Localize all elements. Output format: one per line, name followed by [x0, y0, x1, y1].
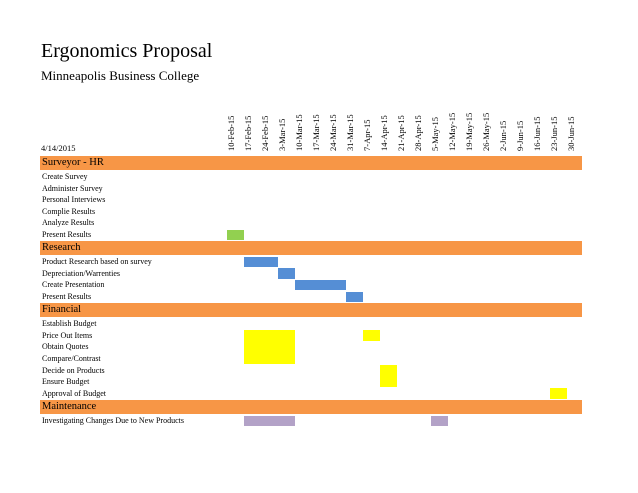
- section-header: Financial: [40, 303, 582, 318]
- task-bar: [550, 388, 567, 399]
- task-bar: [431, 415, 448, 427]
- task-label: Obtain Quotes: [42, 342, 89, 352]
- task-label: Price Out Items: [42, 330, 93, 340]
- task-bar: [295, 279, 346, 291]
- page-title: Ergonomics Proposal: [41, 40, 213, 62]
- task-label: Personal Interviews: [42, 195, 106, 205]
- task-bar: [363, 330, 380, 341]
- task-bar: [244, 330, 295, 365]
- task-label: Ensure Budget: [42, 377, 90, 387]
- section-header: Surveyor - HR: [40, 156, 582, 170]
- task-label: Establish Budget: [42, 319, 97, 329]
- task-bar: [227, 229, 244, 241]
- task-bar: [346, 291, 363, 303]
- task-bar: [278, 268, 295, 279]
- task-label: Create Presentation: [42, 280, 105, 290]
- task-label: Product Research based on survey: [42, 257, 152, 267]
- section-header: Maintenance: [40, 400, 582, 414]
- task-label: Analyze Results: [42, 218, 95, 228]
- task-label: Compare/Contrast: [42, 354, 101, 363]
- task-label: Present Results: [42, 230, 92, 239]
- task-bar: [244, 415, 295, 427]
- task-bar: [244, 256, 278, 268]
- task-bar: [380, 365, 397, 388]
- task-label: Create Survey: [42, 172, 88, 181]
- task-label: Decide on Products: [42, 365, 105, 375]
- page-subtitle: Minneapolis Business College: [41, 68, 200, 83]
- task-label: Complie Results: [42, 206, 96, 216]
- task-label: Administer Survey: [42, 183, 103, 193]
- report-date: 4/14/2015: [41, 143, 76, 153]
- task-label: Approval of Budget: [42, 388, 106, 398]
- section-header: Research: [40, 241, 582, 256]
- task-label: Present Results: [42, 292, 92, 301]
- task-label: Depreciation/Warrenties: [42, 268, 120, 278]
- task-label: Investigating Changes Due to New Product…: [42, 416, 184, 425]
